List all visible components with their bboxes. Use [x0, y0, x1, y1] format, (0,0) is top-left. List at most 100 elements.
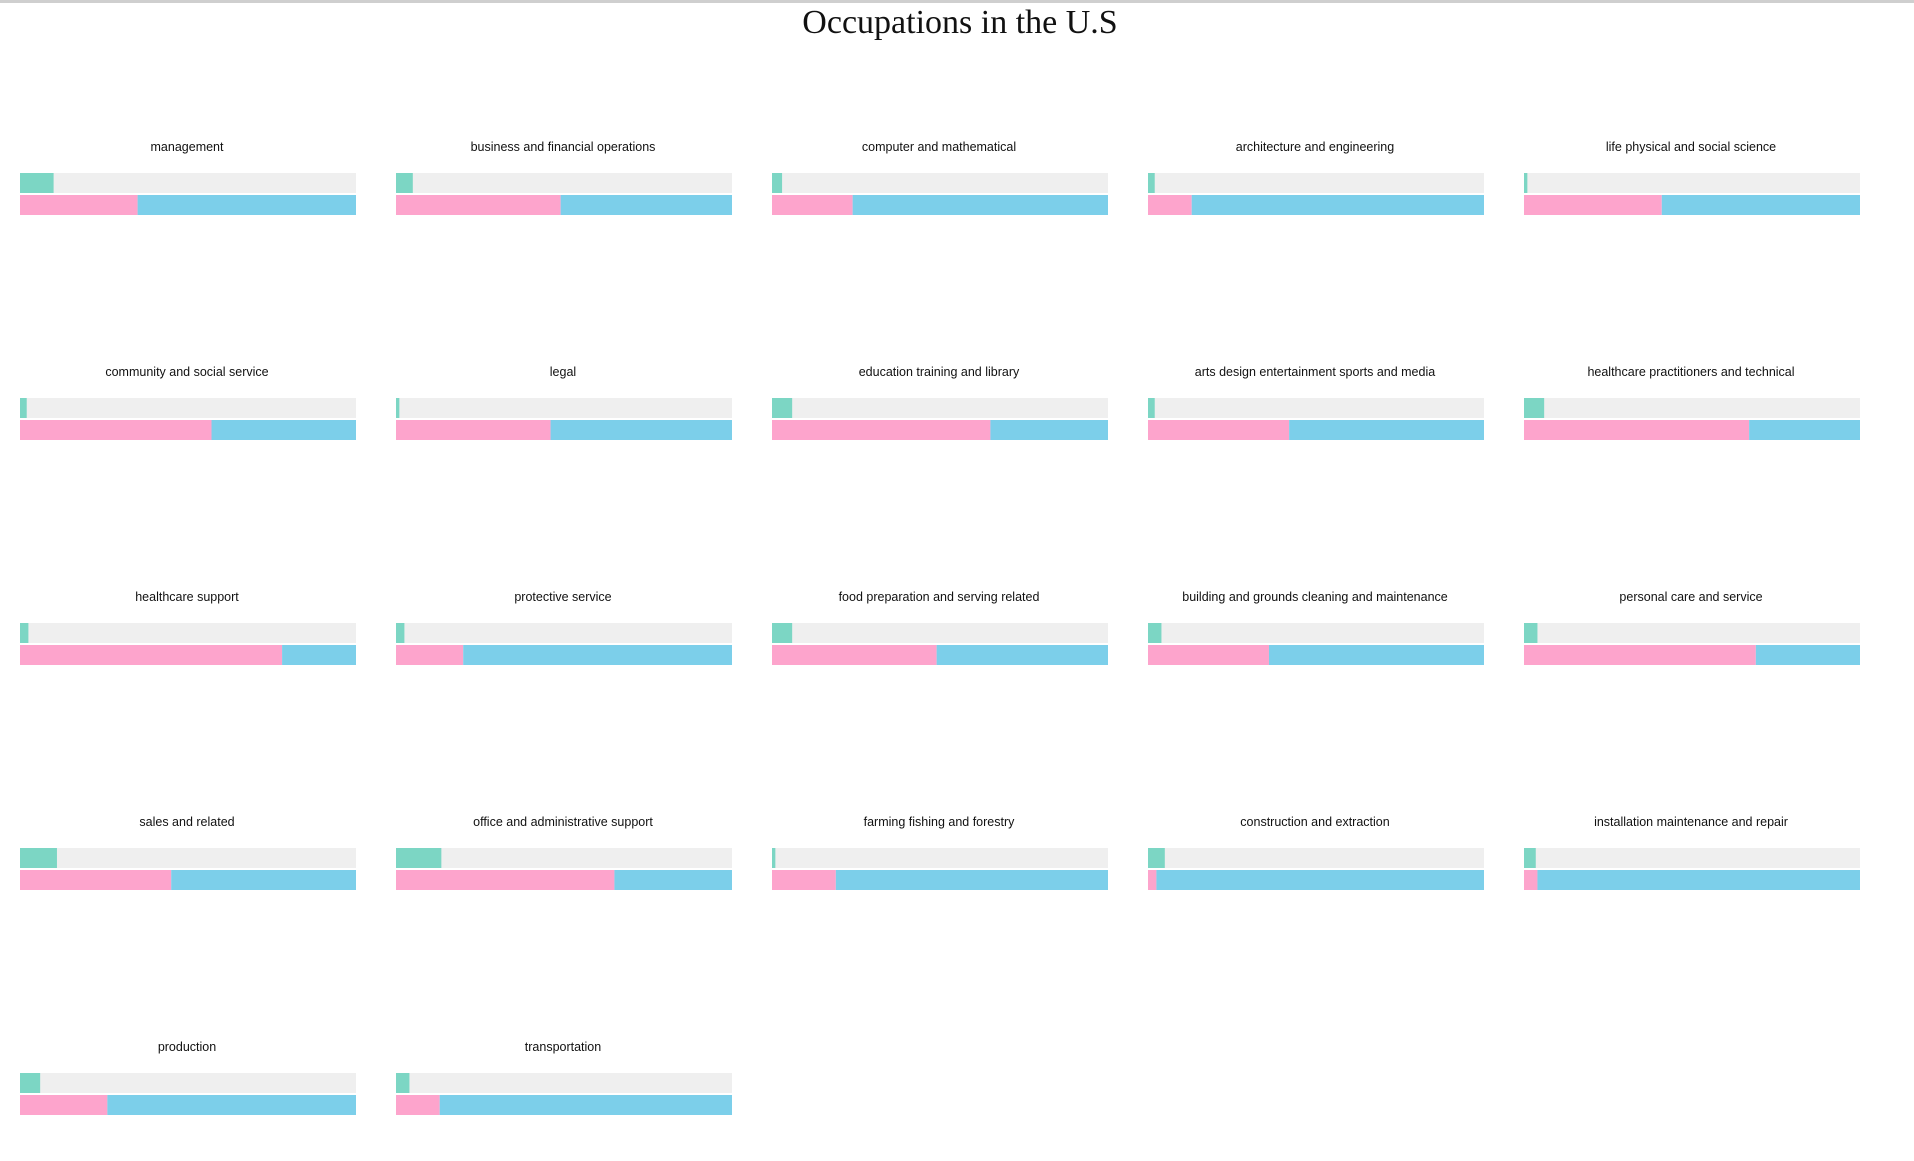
share-track-bar [1148, 848, 1484, 868]
panel-title: management [151, 140, 224, 154]
panel-title: installation maintenance and repair [1594, 815, 1788, 829]
occupation-panel: education training and library [772, 365, 1108, 440]
share-track-bar [1148, 173, 1484, 193]
female-bar [20, 870, 172, 890]
female-bar [1148, 420, 1290, 440]
share-bar [1524, 623, 1538, 643]
occupation-panel: architecture and engineering [1148, 140, 1484, 215]
share-track-bar [396, 1073, 732, 1093]
panel-title: protective service [514, 590, 611, 604]
occupation-panel: arts design entertainment sports and med… [1148, 365, 1484, 440]
occupation-panel: transportation [396, 1040, 732, 1115]
occupation-panel: healthcare support [20, 590, 356, 665]
share-track-bar [1524, 623, 1860, 643]
top-border [0, 0, 1914, 3]
share-bar [20, 1073, 41, 1093]
share-bar [396, 623, 405, 643]
share-track-bar [396, 398, 732, 418]
occupation-panel: management [20, 140, 356, 215]
share-bar [1524, 173, 1528, 193]
female-bar [396, 195, 561, 215]
panel-title: building and grounds cleaning and mainte… [1182, 590, 1448, 604]
share-track-bar [772, 173, 1108, 193]
male-bar [171, 870, 356, 890]
share-track-bar [1148, 398, 1484, 418]
panel-title: arts design entertainment sports and med… [1195, 365, 1435, 379]
panel-title: legal [550, 365, 576, 379]
female-bar [396, 1095, 440, 1115]
share-bar [396, 398, 400, 418]
share-track-bar [1524, 173, 1860, 193]
share-bar [1148, 398, 1155, 418]
panel-title: office and administrative support [473, 815, 653, 829]
share-track-bar [1524, 398, 1860, 418]
share-track-bar [396, 848, 732, 868]
share-bar [772, 623, 793, 643]
share-bar [396, 848, 442, 868]
male-bar [614, 870, 732, 890]
share-track-bar [20, 623, 356, 643]
occupation-panel: life physical and social science [1524, 140, 1860, 215]
share-bar [396, 173, 413, 193]
share-bar [772, 398, 793, 418]
panel-title: construction and extraction [1240, 815, 1389, 829]
female-bar [20, 1095, 108, 1115]
male-bar [835, 870, 1108, 890]
panel-title: business and financial operations [471, 140, 656, 154]
share-track-bar [20, 1073, 356, 1093]
male-bar [1268, 645, 1484, 665]
occupation-panel: building and grounds cleaning and mainte… [1148, 590, 1484, 665]
male-bar [936, 645, 1108, 665]
male-bar [852, 195, 1108, 215]
panel-title: education training and library [859, 365, 1020, 379]
share-bar [772, 173, 783, 193]
panel-title: architecture and engineering [1236, 140, 1394, 154]
male-bar [1156, 870, 1484, 890]
share-track-bar [772, 848, 1108, 868]
share-track-bar [1524, 848, 1860, 868]
female-bar [20, 645, 283, 665]
share-bar [772, 848, 776, 868]
male-bar [1537, 870, 1860, 890]
panel-title: transportation [525, 1040, 601, 1054]
share-bar [396, 1073, 410, 1093]
share-bar [20, 398, 27, 418]
occupation-panel: sales and related [20, 815, 356, 890]
panel-title: food preparation and serving related [839, 590, 1040, 604]
female-bar [1524, 420, 1750, 440]
male-bar [463, 645, 732, 665]
share-track-bar [772, 398, 1108, 418]
share-bar [20, 623, 29, 643]
panel-title: healthcare practitioners and technical [1587, 365, 1794, 379]
male-bar [990, 420, 1108, 440]
share-bar [1148, 848, 1165, 868]
occupation-panel: computer and mathematical [772, 140, 1108, 215]
occupation-panel: office and administrative support [396, 815, 732, 890]
male-bar [1289, 420, 1484, 440]
male-bar [282, 645, 356, 665]
female-bar [772, 420, 991, 440]
occupation-panel: legal [396, 365, 732, 440]
female-bar [20, 420, 212, 440]
share-track-bar [396, 173, 732, 193]
panel-title: life physical and social science [1606, 140, 1776, 154]
male-bar [1749, 420, 1860, 440]
share-bar [1148, 623, 1162, 643]
female-bar [1524, 195, 1662, 215]
share-bar [20, 173, 54, 193]
share-bar [20, 848, 57, 868]
female-bar [20, 195, 138, 215]
share-track-bar [772, 623, 1108, 643]
panel-title: community and social service [105, 365, 268, 379]
panel-title: farming fishing and forestry [864, 815, 1016, 829]
male-bar [137, 195, 356, 215]
share-track-bar [20, 173, 356, 193]
female-bar [1148, 645, 1269, 665]
panel-title: production [158, 1040, 216, 1054]
occupation-panel: installation maintenance and repair [1524, 815, 1860, 890]
female-bar [1148, 195, 1192, 215]
panel-title: healthcare support [135, 590, 239, 604]
female-bar [396, 870, 615, 890]
occupation-panel: construction and extraction [1148, 815, 1484, 890]
